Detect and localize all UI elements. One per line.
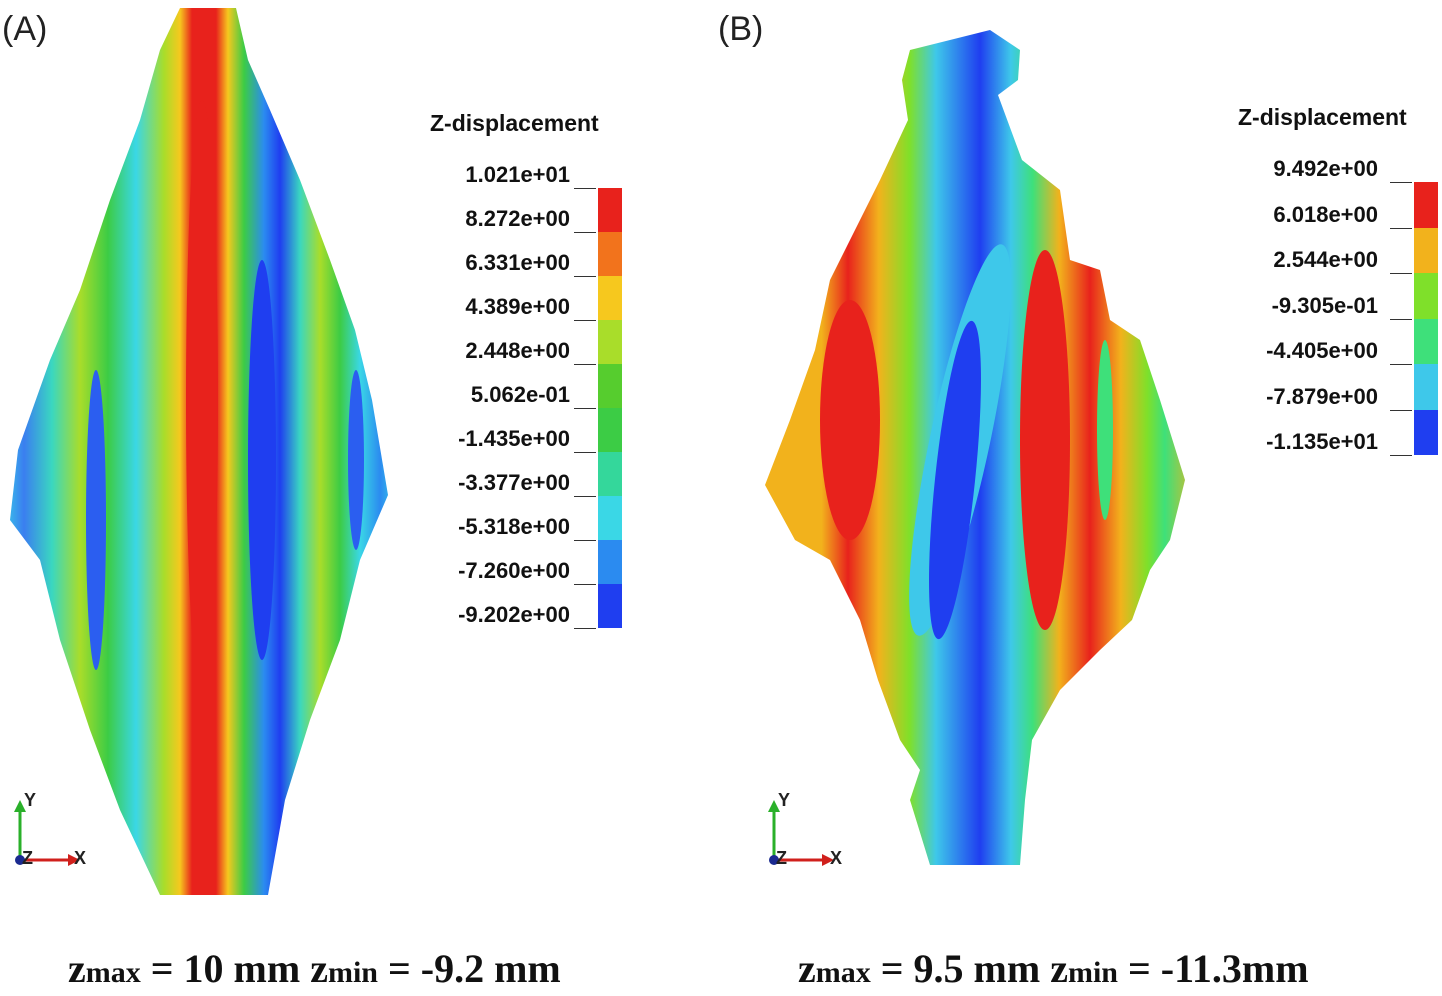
legend-color-band [598, 320, 622, 364]
legend-value: 4.389e+00 [465, 294, 570, 319]
legend-tick [574, 188, 596, 189]
zmax-label-b: z [798, 946, 816, 991]
zmax-sub-a: max [85, 956, 141, 989]
legend-value: -5.318e+00 [458, 514, 570, 539]
y-axis-label-b: Y [778, 790, 790, 810]
panel-b-label: (B) [718, 10, 764, 48]
axis-triad-b: Y Z X [768, 790, 842, 868]
x-axis-label-a: X [74, 848, 86, 868]
legend-value: 6.018e+00 [1273, 201, 1378, 227]
legend-color-band [1414, 227, 1438, 273]
legend-value: -3.377e+00 [458, 470, 570, 495]
legend-tick [1390, 318, 1412, 320]
legend-color-band [598, 584, 622, 628]
legend-tick [1390, 273, 1412, 274]
zmax-text-b: = 9.5 mm [870, 946, 1051, 991]
zmin-text-b: = -11.3mm [1117, 946, 1309, 991]
legend-color-band [598, 276, 622, 320]
legend-tick [574, 320, 596, 321]
legend-color-band [598, 364, 622, 408]
zmax-text-a: = 10 mm [140, 946, 311, 991]
legend-value: -7.879e+00 [1266, 383, 1378, 409]
panel-a-label: (A) [2, 10, 48, 48]
y-axis-label-a: Y [24, 790, 36, 810]
z-axis-label-b: Z [776, 848, 787, 868]
legend-tick [1390, 364, 1412, 365]
x-axis-label-b: X [830, 848, 842, 868]
legend-title-a: Z-displacement [430, 110, 599, 136]
legend-value: 2.448e+00 [465, 338, 570, 363]
zmin-text-a: = -9.2 mm [377, 946, 561, 991]
panel-a-contour-plot: Y Z X [10, 8, 388, 895]
legend-value: -9.202e+00 [458, 602, 570, 627]
legend-value: -1.135e+01 [1266, 429, 1378, 454]
zmin-label-a: z [310, 946, 328, 991]
legend-value: -1.435e+00 [458, 426, 570, 451]
legend-value: 5.062e-01 [470, 382, 570, 407]
legend-color-band [1414, 273, 1438, 319]
zmax-label-a: z [68, 946, 86, 991]
legend-value: -9.305e-01 [1271, 292, 1378, 318]
legend-tick [574, 584, 596, 585]
legend-color-band [598, 452, 622, 496]
legend-tick [1390, 182, 1412, 183]
zmin-sub-b: min [1067, 956, 1118, 989]
legend-tick [574, 452, 596, 453]
panel-a-caption: zmax = 10 mm zmin = -9.2 mm [68, 945, 561, 992]
panel-b-caption: zmax = 9.5 mm zmin = -11.3mm [798, 945, 1309, 992]
legend-value: 1.021e+01 [465, 162, 570, 187]
axis-triad-a: Y Z X [14, 790, 86, 868]
legend-tick [1390, 455, 1412, 456]
legend-color-band [598, 408, 622, 452]
legend-color-band [598, 232, 622, 276]
legend-value: 2.544e+00 [1273, 247, 1378, 272]
panel-b-legend: Z-displacement 9.492e+00 6.018e+00 2.544e+… [1228, 104, 1442, 464]
zmin-sub-a: min [327, 956, 378, 989]
legend-color-band [1414, 409, 1438, 455]
legend-color-band [1414, 318, 1438, 364]
legend-tick [574, 364, 596, 365]
legend-value: -7.260e+00 [458, 558, 570, 583]
legend-value: 8.272e+00 [465, 206, 570, 231]
legend-color-band [598, 540, 622, 584]
legend-tick [574, 628, 596, 629]
legend-color-band [598, 496, 622, 540]
legend-value: 6.331e+00 [465, 250, 570, 275]
legend-tick [574, 540, 596, 541]
panel-b-contour-plot: Y Z X [765, 30, 1185, 868]
legend-color-band [1414, 182, 1438, 228]
z-axis-label-a: Z [22, 848, 33, 868]
legend-value: -4.405e+00 [1266, 338, 1378, 363]
legend-color-band [598, 188, 622, 232]
legend-tick [574, 408, 596, 409]
legend-tick [574, 276, 596, 277]
legend-value: 9.492e+00 [1273, 156, 1378, 181]
zmax-sub-b: max [815, 956, 871, 989]
legend-tick [1390, 227, 1412, 229]
legend-title-b: Z-displacement [1238, 104, 1407, 130]
legend-tick [574, 232, 596, 233]
panel-a-legend: Z-displacement 1.021e+01 8.272e+00 6.331e+… [420, 110, 640, 640]
legend-color-band [1414, 364, 1438, 410]
legend-tick [1390, 409, 1412, 411]
legend-tick [574, 496, 596, 497]
zmin-label-b: z [1050, 946, 1068, 991]
